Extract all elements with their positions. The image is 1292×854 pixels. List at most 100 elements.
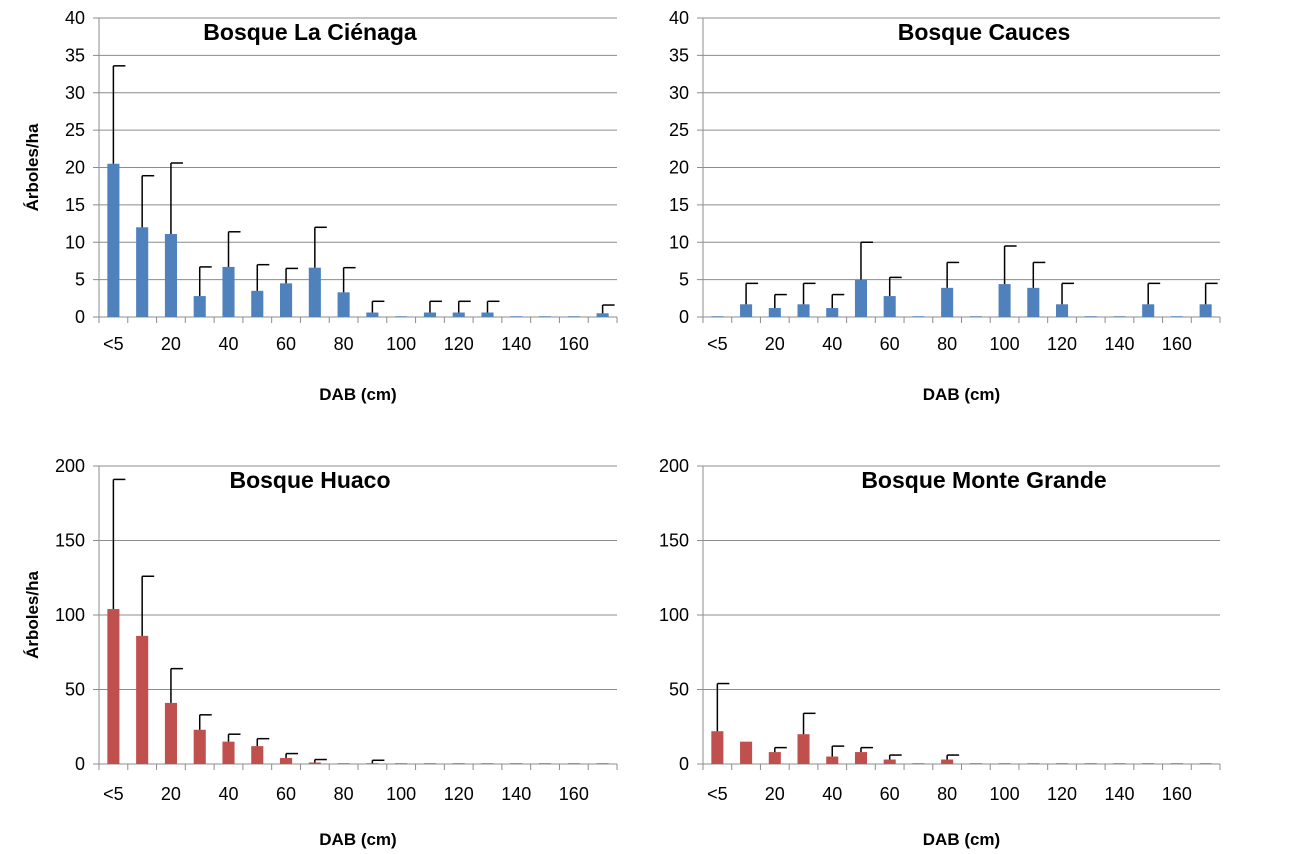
- y-tick-label: 0: [679, 307, 689, 327]
- x-tick-label: 160: [1162, 334, 1192, 354]
- bar: [854, 752, 868, 764]
- bar: [251, 290, 264, 317]
- bar: [337, 763, 350, 764]
- bar: [740, 741, 753, 764]
- bar: [797, 734, 810, 764]
- bar: [596, 313, 609, 317]
- bar: [423, 312, 436, 317]
- bar: [510, 316, 523, 317]
- bar: [998, 284, 1011, 317]
- bar: [711, 316, 724, 317]
- bar: [1113, 316, 1126, 317]
- y-tick-label: 200: [659, 456, 689, 476]
- bar: [164, 234, 177, 317]
- bar: [912, 763, 925, 764]
- bar: [452, 312, 465, 317]
- x-tick-label: 20: [161, 784, 181, 804]
- x-tick-label: 20: [161, 334, 181, 354]
- x-tick-label: 80: [937, 784, 957, 804]
- x-tick-label: 100: [386, 334, 416, 354]
- x-tick-label: 140: [1104, 784, 1134, 804]
- y-axis-title: Árboles/ha: [23, 571, 42, 659]
- y-tick-label: 0: [75, 307, 85, 327]
- y-tick-label: 25: [669, 120, 689, 140]
- bar: [969, 316, 982, 317]
- y-tick-label: 30: [65, 83, 85, 103]
- y-tick-label: 20: [669, 158, 689, 178]
- x-tick-label: 100: [990, 784, 1020, 804]
- x-tick-label: 60: [276, 784, 296, 804]
- x-tick-label: 60: [276, 334, 296, 354]
- bar: [768, 308, 781, 317]
- y-tick-label: 5: [679, 270, 689, 290]
- bar: [1113, 763, 1126, 764]
- bar: [222, 741, 235, 764]
- bar: [136, 635, 149, 764]
- x-tick-label: 120: [1047, 334, 1077, 354]
- bar: [481, 763, 494, 764]
- bar: [1055, 763, 1069, 764]
- y-tick-label: 10: [669, 232, 689, 252]
- bar: [740, 304, 753, 317]
- y-tick-label: 100: [659, 605, 689, 625]
- x-tick-label: 140: [501, 334, 531, 354]
- x-tick-label: 40: [218, 784, 238, 804]
- bar: [107, 609, 120, 764]
- bar: [596, 763, 609, 764]
- x-tick-label: 40: [822, 334, 842, 354]
- x-tick-label: <5: [707, 784, 728, 804]
- bar: [366, 763, 379, 764]
- y-tick-label: 50: [669, 680, 689, 700]
- bar: [768, 752, 781, 764]
- x-tick-label: 80: [937, 334, 957, 354]
- bar: [1055, 304, 1069, 317]
- bar: [222, 266, 235, 317]
- bar: [941, 287, 954, 317]
- x-tick-label: 120: [1047, 784, 1077, 804]
- bar: [1199, 304, 1212, 317]
- chart-panel-2: 0 5 10 15 20 25 30 35 40 <5 20 40 60 80 100 120 140 160 Bo…: [669, 8, 1221, 404]
- x-tick-label: 20: [765, 784, 785, 804]
- y-tick-label: 5: [75, 270, 85, 290]
- bar: [308, 762, 321, 764]
- bar: [711, 731, 724, 764]
- bar: [1142, 763, 1155, 764]
- bar: [251, 746, 264, 764]
- y-tick-label: 40: [669, 8, 689, 28]
- bar: [797, 304, 810, 317]
- bar: [539, 763, 552, 764]
- x-tick-label: 40: [822, 784, 842, 804]
- y-axis-title: Árboles/ha: [23, 123, 42, 211]
- bar: [1027, 287, 1040, 317]
- bar: [567, 763, 580, 764]
- bar: [308, 267, 321, 317]
- chart-title: Bosque La Ciénaga: [203, 19, 417, 45]
- y-tick-label: 150: [55, 531, 85, 551]
- bar: [998, 763, 1011, 764]
- bar: [1170, 316, 1183, 317]
- x-tick-label: 140: [1104, 334, 1134, 354]
- chart-panel-3: 0 50 100 150 200 <5 20 40 60 80 100 120 140 160 Bosque…: [23, 456, 618, 849]
- y-tick-label: 100: [55, 605, 85, 625]
- x-tick-label: <5: [103, 334, 124, 354]
- bar: [1142, 304, 1155, 317]
- x-axis-title: DAB (cm): [923, 830, 1000, 849]
- chart-panel-1: 0 5 10 15 20 25 30 35 40 <5 20 40 60 80 100 120 140 160 Bo…: [23, 8, 618, 404]
- bar: [366, 312, 379, 317]
- bar: [883, 759, 896, 764]
- x-tick-label: 120: [444, 334, 474, 354]
- x-tick-label: 60: [880, 334, 900, 354]
- bar: [193, 729, 206, 764]
- x-tick-label: 40: [218, 334, 238, 354]
- y-tick-label: 40: [65, 8, 85, 28]
- bar: [280, 283, 293, 317]
- x-tick-label: <5: [103, 784, 124, 804]
- bar: [883, 296, 896, 317]
- y-tick-label: 25: [65, 120, 85, 140]
- y-tick-label: 35: [65, 45, 85, 65]
- bar: [941, 759, 954, 764]
- x-tick-label: 20: [765, 334, 785, 354]
- bar: [107, 163, 120, 317]
- y-tick-label: 15: [65, 195, 85, 215]
